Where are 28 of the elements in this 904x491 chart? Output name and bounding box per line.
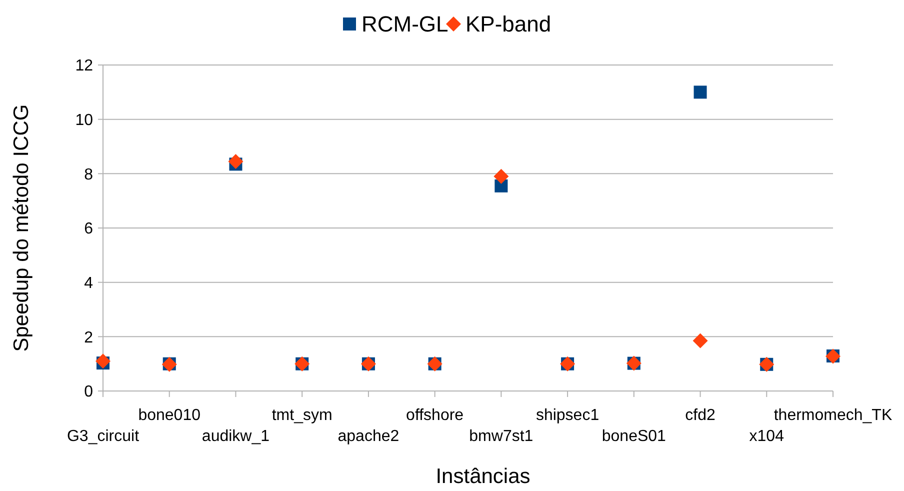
y-tick-label: 10 [75, 112, 94, 129]
x-tick-label: apache2 [338, 428, 400, 445]
x-tick-label: G3_circuit [66, 428, 140, 445]
point [494, 168, 509, 184]
x-tick-label: audikw_1 [202, 428, 270, 445]
y-tick-label: 12 [75, 58, 94, 75]
legend-label: KP-band [466, 12, 552, 37]
y-tick-label: 0 [84, 384, 94, 401]
point [228, 154, 244, 169]
y-tick-label: 2 [84, 329, 94, 346]
x-tick-label: shipsec1 [536, 407, 600, 424]
x-tick-label: x104 [749, 428, 784, 445]
x-tick-label: bone010 [138, 407, 201, 424]
x-tick-label: cfd2 [685, 407, 716, 424]
y-tick-label: 4 [84, 274, 94, 292]
x-tick-label: bmw7st1 [469, 428, 534, 445]
x-axis-title: Instâncias [436, 465, 530, 488]
x-tick-label: thermomech_TK [774, 407, 892, 424]
point [694, 86, 707, 99]
x-tick-label: tmt_sym [272, 407, 332, 424]
x-tick-label: boneS01 [602, 428, 666, 445]
x-tick-label: offshore [406, 407, 464, 424]
legend-label: RCM-GL [362, 12, 448, 37]
y-axis-title: Speedup do método ICCG [10, 104, 33, 352]
y-tick-label: 8 [84, 166, 94, 184]
y-tick-label: 6 [84, 220, 94, 238]
point [692, 333, 708, 348]
point [96, 354, 110, 369]
